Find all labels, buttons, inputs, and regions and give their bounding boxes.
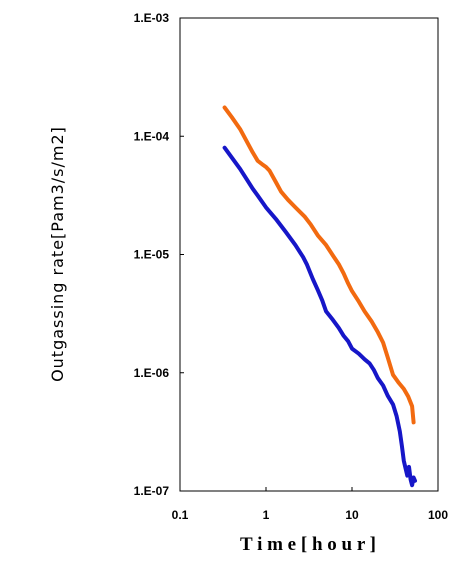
y-tick-label: 1.E-05 <box>134 248 170 262</box>
x-tick-label: 10 <box>345 508 359 522</box>
y-tick-label: 1.E-04 <box>134 129 170 143</box>
y-axis-ticks: 1.E-07 1.E-06 1.E-05 1.E-04 1.E-03 <box>134 11 184 498</box>
series-layer <box>222 105 417 488</box>
y-tick-label: 1.E-07 <box>134 484 170 498</box>
y-tick-label: 1.E-03 <box>134 11 170 25</box>
x-tick-label: 100 <box>428 508 448 522</box>
x-axis-title: T i m e [ h o u r ] <box>240 534 376 555</box>
y-tick-label: 1.E-06 <box>134 366 170 380</box>
x-axis-ticks: 0.1 1 10 100 <box>172 487 448 522</box>
x-tick-label: 0.1 <box>172 508 189 522</box>
series-line-1 <box>222 105 416 425</box>
x-tick-label: 1 <box>263 508 270 522</box>
y-axis-title: Outgassing rate[Pam3/s/m2] <box>48 126 67 382</box>
series-line-2 <box>222 145 417 488</box>
